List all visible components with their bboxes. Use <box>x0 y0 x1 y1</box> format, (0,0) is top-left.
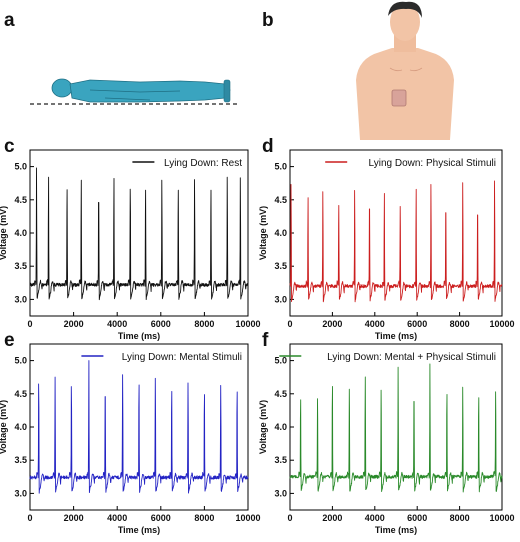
x-tick-label: 10000 <box>235 513 260 523</box>
y-tick-label: 3.5 <box>14 261 27 271</box>
x-tick-label: 2000 <box>64 319 84 329</box>
x-tick-label: 8000 <box>194 319 214 329</box>
x-tick-label: 8000 <box>450 319 470 329</box>
y-tick-label: 5.0 <box>274 162 287 172</box>
x-tick-label: 6000 <box>407 513 427 523</box>
panel-letter-f: f <box>262 330 269 351</box>
x-tick-label: 2000 <box>322 513 342 523</box>
x-axis-label: Time (ms) <box>118 331 160 341</box>
x-tick-label: 4000 <box>365 513 385 523</box>
plot-frame <box>289 149 503 317</box>
y-axis-label: Voltage (mV) <box>258 206 268 260</box>
torso-illustration <box>356 1 454 140</box>
x-tick-label: 8000 <box>194 513 214 523</box>
x-axis-label: Time (ms) <box>375 525 417 535</box>
x-tick-label: 0 <box>27 513 32 523</box>
y-tick-label: 5.0 <box>14 162 27 172</box>
x-tick-label: 4000 <box>365 319 385 329</box>
x-tick-label: 8000 <box>450 513 470 523</box>
y-tick-label: 4.5 <box>274 195 287 205</box>
series-line <box>29 167 249 301</box>
x-tick-label: 10000 <box>489 513 514 523</box>
y-axis-label: Voltage (mV) <box>258 400 268 454</box>
lying-person-illustration <box>30 78 240 105</box>
x-tick-label: 10000 <box>235 319 260 329</box>
series-line <box>289 363 503 493</box>
x-tick-label: 0 <box>287 319 292 329</box>
plot-frame <box>29 149 249 317</box>
y-axis-label: Voltage (mV) <box>0 206 8 260</box>
x-tick-label: 0 <box>27 319 32 329</box>
y-tick-label: 4.5 <box>14 195 27 205</box>
x-axis-label: Time (ms) <box>375 331 417 341</box>
x-tick-label: 6000 <box>407 319 427 329</box>
series-line <box>289 180 503 303</box>
y-tick-label: 4.0 <box>14 422 27 432</box>
x-tick-label: 4000 <box>107 513 127 523</box>
chart-d: 3.0 3.5 4.0 4.5 5.0 0 2000 4000 6000 8000 10000 Tim… <box>258 149 515 341</box>
y-tick-label: 3.0 <box>274 294 287 304</box>
x-tick-label: 4000 <box>107 319 127 329</box>
y-tick-label: 4.5 <box>274 389 287 399</box>
legend-label: Lying Down: Rest <box>164 158 242 169</box>
panel-letter-c: c <box>4 136 15 157</box>
torso-with-sensor-icon <box>356 1 454 140</box>
series-line <box>29 360 249 494</box>
x-tick-label: 0 <box>287 513 292 523</box>
y-tick-label: 5.0 <box>14 356 27 366</box>
y-tick-label: 3.5 <box>274 455 287 465</box>
y-tick-label: 4.0 <box>274 228 287 238</box>
sensor-patch-icon <box>391 89 407 107</box>
chart-f: 3.0 3.5 4.0 4.5 5.0 0 2000 4000 6000 8000 10000 Tim… <box>258 343 515 535</box>
panel-letter-d: d <box>262 136 274 157</box>
panel-letter-e: e <box>4 330 15 351</box>
panel-letter-b: b <box>262 10 274 31</box>
x-axis-label: Time (ms) <box>118 525 160 535</box>
y-tick-label: 3.0 <box>274 488 287 498</box>
y-tick-label: 3.5 <box>14 455 27 465</box>
x-tick-label: 6000 <box>151 319 171 329</box>
panel-letter-a: a <box>4 10 15 31</box>
legend-label: Lying Down: Physical Stimuli <box>369 158 496 169</box>
chart-c: 3.0 3.5 4.0 4.5 5.0 0 2000 4000 6000 8000 10000 Tim… <box>0 149 261 341</box>
chart-e: 3.0 3.5 4.0 4.5 5.0 0 2000 4000 6000 8000 10000 Tim… <box>0 343 261 535</box>
legend-label: Lying Down: Mental Stimuli <box>122 352 242 363</box>
y-tick-label: 4.0 <box>14 228 27 238</box>
y-axis-label: Voltage (mV) <box>0 400 8 454</box>
x-tick-label: 2000 <box>322 319 342 329</box>
x-tick-label: 6000 <box>151 513 171 523</box>
y-tick-label: 3.5 <box>274 261 287 271</box>
x-tick-label: 10000 <box>489 319 514 329</box>
y-tick-label: 3.0 <box>14 294 27 304</box>
y-tick-label: 3.0 <box>14 488 27 498</box>
legend-label: Lying Down: Mental + Physical Stimuli <box>327 352 496 363</box>
y-tick-label: 4.0 <box>274 422 287 432</box>
y-tick-label: 5.0 <box>274 356 287 366</box>
lying-person-icon <box>30 78 240 105</box>
x-tick-label: 2000 <box>64 513 84 523</box>
plot-frame <box>289 343 503 511</box>
y-tick-label: 4.5 <box>14 389 27 399</box>
